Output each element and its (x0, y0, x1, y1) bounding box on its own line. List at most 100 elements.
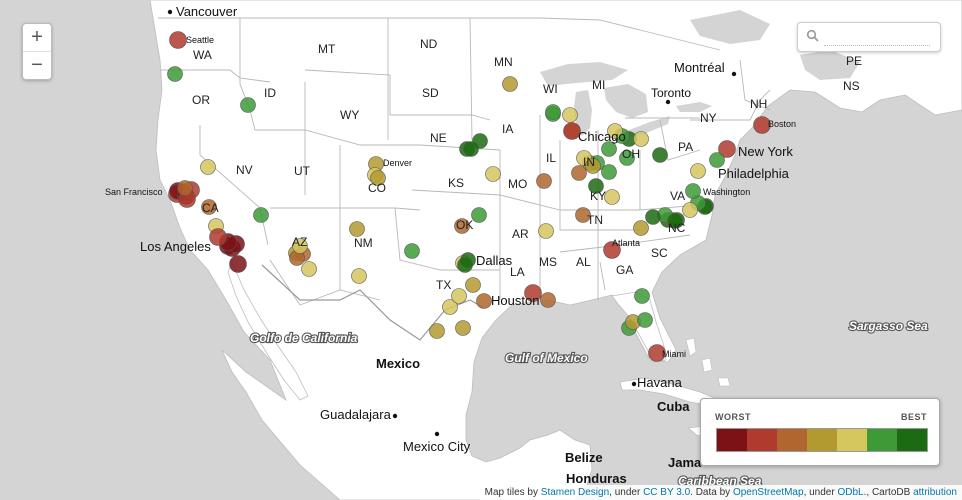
state-label: IN (583, 155, 595, 169)
search-box[interactable] (797, 22, 941, 52)
map-marker[interactable] (524, 284, 542, 302)
odbl-link[interactable]: ODbL (837, 487, 864, 498)
state-labels: WA MT ND MN OR ID SD WI MI WY NE IA NY N… (192, 37, 862, 292)
license-link[interactable]: CC BY 3.0 (643, 487, 691, 498)
state-label: KY (590, 189, 606, 203)
map-marker[interactable] (682, 202, 698, 218)
map-marker[interactable] (607, 123, 623, 139)
map-marker[interactable] (536, 173, 552, 189)
map-marker[interactable] (633, 131, 649, 147)
city-label: Denver (383, 158, 412, 168)
lake-ontario (676, 102, 712, 112)
osm-link[interactable]: OpenStreetMap (732, 487, 804, 498)
map-marker[interactable] (667, 213, 683, 229)
city-dot (167, 9, 173, 15)
state-label: NH (750, 97, 767, 111)
map-marker[interactable] (177, 180, 193, 196)
map-marker[interactable] (603, 241, 621, 259)
map-marker[interactable] (545, 104, 561, 120)
state-label: IA (502, 122, 513, 136)
state-label: MS (539, 255, 557, 269)
state-label: NV (236, 163, 253, 177)
attribution-text: , under (803, 487, 838, 498)
map-marker[interactable] (601, 141, 617, 157)
map-marker[interactable] (457, 257, 473, 273)
map-marker[interactable] (465, 277, 481, 293)
map-marker[interactable] (200, 159, 216, 175)
map-marker[interactable] (455, 320, 471, 336)
stamen-link[interactable]: Stamen Design (540, 487, 610, 498)
city-label: Havana (637, 375, 683, 390)
map-marker[interactable] (753, 116, 771, 134)
land-layer (149, 0, 962, 500)
map-marker[interactable] (429, 323, 445, 339)
zoom-out-button[interactable]: − (31, 54, 43, 76)
map-marker[interactable] (442, 299, 458, 315)
map-marker[interactable] (648, 344, 666, 362)
map-marker[interactable] (563, 122, 581, 140)
map-marker[interactable] (619, 150, 635, 166)
map-marker[interactable] (540, 292, 556, 308)
map-marker[interactable] (634, 288, 650, 304)
markers-layer (167, 31, 771, 362)
map-marker[interactable] (253, 207, 269, 223)
map-marker[interactable] (588, 178, 604, 194)
map-marker[interactable] (454, 218, 470, 234)
map-marker[interactable] (451, 288, 467, 304)
state-label: AZ (292, 235, 307, 249)
state-label: WY (340, 108, 359, 122)
state-label: NC (668, 221, 686, 235)
city-dot (392, 413, 398, 419)
map-marker[interactable] (562, 107, 578, 123)
map-marker[interactable] (349, 221, 365, 237)
map-marker[interactable] (471, 207, 487, 223)
map-marker[interactable] (485, 166, 501, 182)
map-marker[interactable] (502, 76, 518, 92)
city-label: Miami (662, 349, 686, 359)
province-label: PE (846, 54, 862, 68)
map-marker[interactable] (201, 199, 217, 215)
search-input[interactable] (824, 29, 930, 46)
water-label: Golfo de California (250, 331, 358, 345)
state-label: AR (512, 227, 529, 241)
map-marker[interactable] (571, 165, 587, 181)
legend-swatch (777, 429, 807, 451)
map-marker[interactable] (472, 133, 488, 149)
map-marker[interactable] (351, 268, 367, 284)
map-marker[interactable] (645, 209, 661, 225)
lake-superior (540, 62, 628, 86)
map-marker[interactable] (685, 183, 701, 199)
map-marker[interactable] (167, 66, 183, 82)
map-marker[interactable] (404, 243, 420, 259)
state-label: CO (368, 181, 386, 195)
map-marker[interactable] (169, 31, 187, 49)
map-marker[interactable] (229, 255, 247, 273)
map-marker[interactable] (601, 164, 617, 180)
map-marker[interactable] (604, 189, 620, 205)
map-marker[interactable] (575, 207, 591, 223)
map-marker[interactable] (301, 261, 317, 277)
city-label: Philadelphia (718, 166, 790, 181)
map-marker[interactable] (476, 293, 492, 309)
map-marker[interactable] (637, 312, 653, 328)
legend-worst-label: WORST (715, 412, 751, 422)
lake-michigan (574, 90, 592, 136)
city-dot (665, 99, 671, 105)
map-marker[interactable] (718, 140, 736, 158)
zoom-in-button[interactable]: + (23, 24, 51, 52)
map-marker[interactable] (585, 158, 601, 174)
cartodb-attribution-link[interactable]: attribution (913, 487, 957, 498)
map-marker[interactable] (538, 223, 554, 239)
map-marker[interactable] (709, 152, 725, 168)
city-label: Washington (703, 187, 750, 197)
city-label: Toronto (651, 86, 691, 100)
map-marker[interactable] (690, 163, 706, 179)
map-marker[interactable] (652, 147, 668, 163)
map-marker[interactable] (633, 220, 649, 236)
map-marker[interactable] (240, 97, 256, 113)
map-marker[interactable] (292, 238, 308, 254)
legend: WORST BEST (700, 398, 940, 466)
map-marker[interactable] (209, 228, 227, 246)
map-marker[interactable] (370, 170, 386, 186)
